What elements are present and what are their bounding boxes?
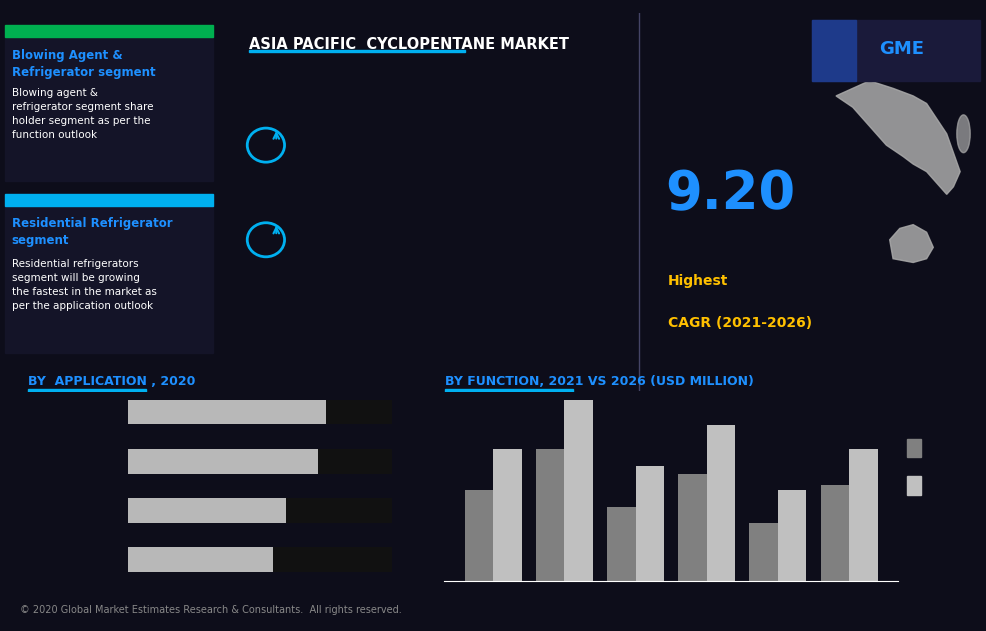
Bar xyxy=(706,425,735,581)
Bar xyxy=(128,449,317,474)
FancyBboxPatch shape xyxy=(906,476,920,495)
FancyBboxPatch shape xyxy=(5,206,213,353)
FancyBboxPatch shape xyxy=(906,439,920,457)
Bar xyxy=(325,400,391,425)
Bar xyxy=(819,485,848,581)
FancyBboxPatch shape xyxy=(249,50,464,52)
Bar xyxy=(777,490,806,581)
Bar xyxy=(317,449,391,474)
FancyBboxPatch shape xyxy=(811,20,979,81)
Text: Residential Refrigerator
segment: Residential Refrigerator segment xyxy=(12,217,173,247)
Bar xyxy=(128,547,273,572)
Bar xyxy=(564,400,593,581)
Bar xyxy=(748,523,777,581)
FancyBboxPatch shape xyxy=(811,20,855,81)
Bar xyxy=(286,498,391,522)
Polygon shape xyxy=(888,225,933,262)
Text: Blowing agent &
refrigerator segment share
holder segment as per the
function ou: Blowing agent & refrigerator segment sha… xyxy=(12,88,153,140)
Text: Residential refrigerators
segment will be growing
the fastest in the market as
p: Residential refrigerators segment will b… xyxy=(12,259,157,310)
Bar xyxy=(493,449,522,581)
Text: 9.20: 9.20 xyxy=(665,168,794,220)
Bar xyxy=(848,449,877,581)
Bar xyxy=(535,449,564,581)
Text: CAGR (2021-2026): CAGR (2021-2026) xyxy=(668,316,811,330)
Text: Highest: Highest xyxy=(668,274,728,288)
Bar xyxy=(635,466,664,581)
FancyBboxPatch shape xyxy=(5,25,213,37)
Bar xyxy=(677,474,706,581)
Text: GME: GME xyxy=(879,40,923,57)
Bar xyxy=(128,400,325,425)
Bar xyxy=(606,507,635,581)
Polygon shape xyxy=(835,81,959,194)
Bar xyxy=(464,490,493,581)
Text: Blowing Agent &
Refrigerator segment: Blowing Agent & Refrigerator segment xyxy=(12,49,156,79)
Text: BY  APPLICATION , 2020: BY APPLICATION , 2020 xyxy=(28,375,195,388)
FancyBboxPatch shape xyxy=(444,389,572,392)
Bar xyxy=(128,498,286,522)
FancyBboxPatch shape xyxy=(28,389,146,392)
Ellipse shape xyxy=(955,115,969,153)
Text: BY FUNCTION, 2021 VS 2026 (USD MILLION): BY FUNCTION, 2021 VS 2026 (USD MILLION) xyxy=(444,375,752,388)
FancyBboxPatch shape xyxy=(5,37,213,181)
Text: ASIA PACIFIC  CYCLOPENTANE MARKET: ASIA PACIFIC CYCLOPENTANE MARKET xyxy=(249,37,569,52)
FancyBboxPatch shape xyxy=(5,194,213,206)
Text: © 2020 Global Market Estimates Research & Consultants.  All rights reserved.: © 2020 Global Market Estimates Research … xyxy=(20,604,401,615)
Bar xyxy=(273,547,391,572)
